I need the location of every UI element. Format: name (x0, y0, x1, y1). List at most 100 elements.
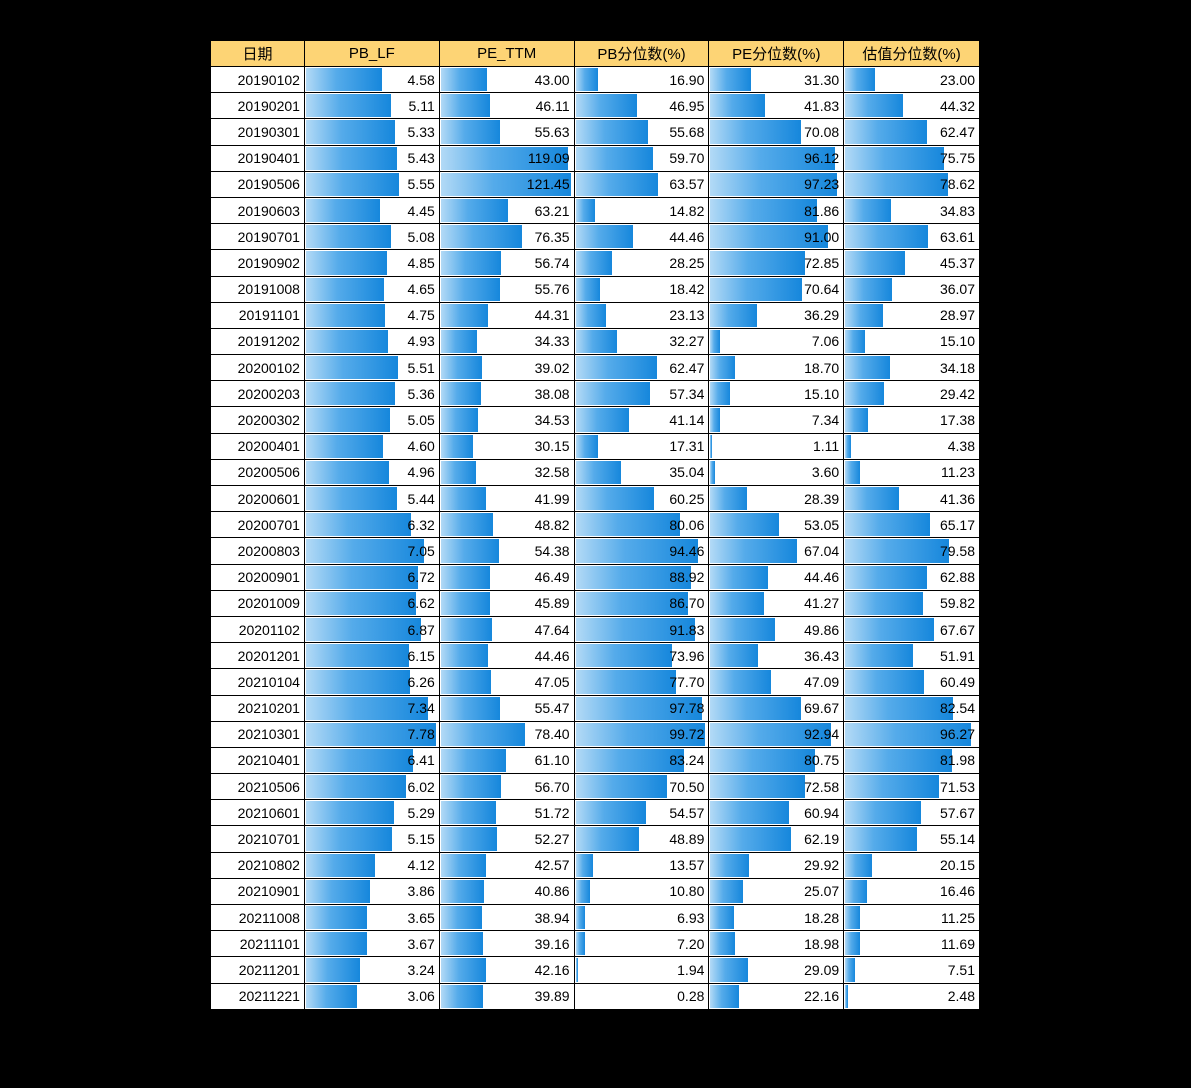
databar-cell: 60.25 (575, 486, 709, 511)
cell-val_pct: 17.38 (844, 407, 980, 433)
cell-date: 20201201 (211, 643, 305, 669)
cell-value: 96.12 (804, 150, 839, 166)
databar (710, 958, 748, 981)
databar-cell: 99.72 (575, 722, 709, 747)
cell-pb_pct: 60.25 (574, 486, 709, 512)
cell-value: 60.94 (804, 805, 839, 821)
cell-value: 5.05 (408, 412, 435, 428)
cell-pe_pct: 7.06 (709, 328, 844, 354)
cell-date: 20201102 (211, 616, 305, 642)
cell-pb_lf: 7.05 (304, 538, 439, 564)
databar (306, 644, 409, 667)
databar-cell: 55.14 (844, 826, 979, 851)
cell-value: 6.62 (408, 595, 435, 611)
cell-value: 1.94 (677, 962, 704, 978)
cell-value: 4.85 (408, 255, 435, 271)
databar (576, 330, 618, 353)
cell-pb_pct: 73.96 (574, 643, 709, 669)
databar (576, 435, 598, 458)
cell-value: 121.45 (527, 176, 570, 192)
cell-value: 3.24 (408, 962, 435, 978)
cell-pe_ttm: 78.40 (439, 721, 574, 747)
databar (306, 304, 385, 327)
cell-date: 20200506 (211, 459, 305, 485)
databar-cell: 30.15 (440, 434, 574, 459)
databar-cell: 44.46 (440, 643, 574, 668)
databar-cell: 15.10 (844, 329, 979, 354)
cell-value: 4.96 (408, 464, 435, 480)
databar (441, 513, 493, 536)
databar-cell: 47.64 (440, 617, 574, 642)
cell-value: 34.18 (940, 360, 975, 376)
cell-date: 20200401 (211, 433, 305, 459)
databar-cell: 81.86 (709, 198, 843, 223)
databar-cell: 29.42 (844, 381, 979, 406)
cell-value: 47.09 (804, 674, 839, 690)
cell-pb_lf: 4.75 (304, 302, 439, 328)
databar-cell: 34.33 (440, 329, 574, 354)
cell-value: 3.60 (812, 464, 839, 480)
databar (576, 382, 650, 405)
databar-cell: 62.88 (844, 565, 979, 590)
databar-cell: 7.05 (305, 538, 439, 563)
databar (306, 749, 413, 772)
databar (576, 147, 653, 170)
cell-pb_lf: 7.78 (304, 721, 439, 747)
databar (710, 278, 802, 301)
cell-pb_pct: 18.42 (574, 276, 709, 302)
cell-date: 20200203 (211, 381, 305, 407)
cell-value: 71.53 (940, 779, 975, 795)
cell-pe_ttm: 38.08 (439, 381, 574, 407)
cell-pe_ttm: 51.72 (439, 800, 574, 826)
table-row: 202107015.1552.2748.8962.1955.14 (211, 826, 980, 852)
databar (845, 382, 883, 405)
cell-pb_lf: 5.11 (304, 93, 439, 119)
databar (710, 356, 734, 379)
databar (710, 330, 719, 353)
cell-value: 86.70 (669, 595, 704, 611)
cell-pe_pct: 67.04 (709, 538, 844, 564)
table-row: 201904015.43119.0959.7096.1275.75 (211, 145, 980, 171)
databar-cell: 39.89 (440, 984, 574, 1009)
cell-value: 30.15 (535, 438, 570, 454)
cell-value: 41.27 (804, 595, 839, 611)
cell-date: 20210301 (211, 721, 305, 747)
cell-pe_pct: 36.43 (709, 643, 844, 669)
cell-date: 20210802 (211, 852, 305, 878)
cell-value: 13.57 (669, 857, 704, 873)
cell-pb_pct: 14.82 (574, 197, 709, 223)
cell-value: 6.15 (408, 648, 435, 664)
databar-cell: 94.46 (575, 538, 709, 563)
cell-value: 5.36 (408, 386, 435, 402)
databar-cell: 17.38 (844, 407, 979, 432)
databar-cell: 63.61 (844, 224, 979, 249)
cell-date: 20211201 (211, 957, 305, 983)
table-header: 日期PB_LFPE_TTMPB分位数(%)PE分位数(%)估值分位数(%) (211, 41, 980, 67)
cell-value: 47.05 (535, 674, 570, 690)
cell-value: 92.94 (804, 726, 839, 742)
cell-value: 11.23 (941, 464, 975, 480)
cell-pe_ttm: 63.21 (439, 197, 574, 223)
cell-val_pct: 96.27 (844, 721, 980, 747)
cell-date: 20190701 (211, 224, 305, 250)
column-header-label: 估值分位数(%) (862, 46, 960, 63)
cell-value: 25.07 (804, 883, 839, 899)
databar (441, 670, 491, 693)
cell-date: 20190902 (211, 250, 305, 276)
databar (845, 513, 930, 536)
date-value: 20210104 (238, 674, 300, 690)
cell-value: 4.58 (408, 72, 435, 88)
databar (306, 801, 394, 824)
databar-cell: 80.06 (575, 512, 709, 537)
databar-cell: 60.94 (709, 800, 843, 825)
cell-pe_ttm: 39.16 (439, 931, 574, 957)
databar (845, 539, 949, 562)
cell-value: 20.15 (940, 857, 975, 873)
date-value: 20190701 (238, 229, 300, 245)
cell-value: 79.58 (940, 543, 975, 559)
databar-cell: 5.36 (305, 381, 439, 406)
databar-cell: 4.65 (305, 277, 439, 302)
cell-value: 6.41 (408, 752, 435, 768)
databar-cell: 73.96 (575, 643, 709, 668)
date-value: 20200203 (238, 386, 300, 402)
